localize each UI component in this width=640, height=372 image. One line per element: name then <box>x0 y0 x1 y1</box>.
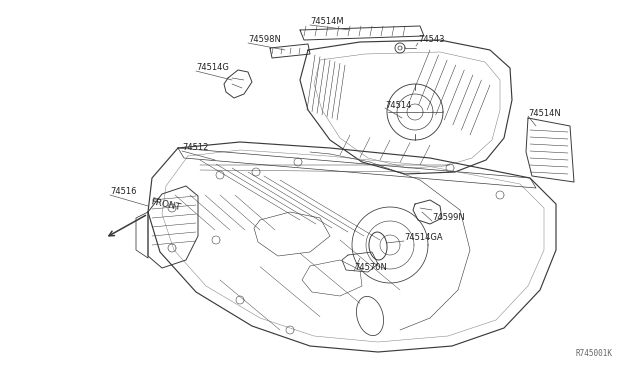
Text: 74599N: 74599N <box>432 214 465 222</box>
Text: 74514: 74514 <box>385 100 412 109</box>
Text: 74570N: 74570N <box>354 263 387 273</box>
Text: 74543: 74543 <box>418 35 445 45</box>
Text: 74514G: 74514G <box>196 64 229 73</box>
Text: 74514GA: 74514GA <box>404 234 443 243</box>
Text: FRONT: FRONT <box>150 197 182 212</box>
Text: 74514N: 74514N <box>528 109 561 118</box>
Text: 74516: 74516 <box>110 187 136 196</box>
Text: 74514M: 74514M <box>310 17 344 26</box>
Text: 74512: 74512 <box>182 144 209 153</box>
Text: R745001K: R745001K <box>575 349 612 358</box>
Text: 74598N: 74598N <box>248 35 281 45</box>
